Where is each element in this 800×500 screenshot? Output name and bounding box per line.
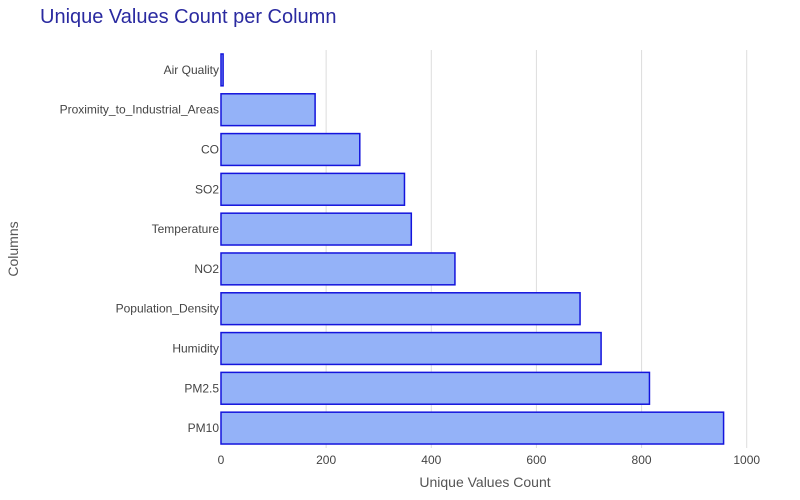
y-tick-label: Humidity	[172, 342, 219, 356]
bar-layer	[220, 53, 725, 445]
x-axis-title: Unique Values Count	[419, 474, 550, 490]
y-tick-label: SO2	[195, 182, 219, 196]
x-tick-label: 1000	[733, 453, 760, 467]
y-tick-label: Air Quality	[164, 63, 219, 77]
y-tick-label: PM10	[188, 421, 220, 435]
bar-pm10	[220, 411, 725, 445]
bar-humidity	[220, 331, 602, 366]
chart-title: Unique Values Count per Column	[40, 6, 337, 28]
x-tick-label: 800	[632, 453, 652, 467]
y-tick-label: NO2	[194, 262, 219, 276]
y-tick-label: PM2.5	[184, 381, 219, 395]
bar-population-density	[220, 292, 581, 326]
bar-pm2-5	[220, 371, 651, 405]
y-tick-label: Population_Density	[116, 302, 219, 316]
bar-air-quality	[220, 53, 224, 87]
x-tick-label: 400	[421, 453, 441, 467]
x-tick-label: 0	[218, 453, 225, 467]
y-axis-title: Columns	[5, 221, 21, 276]
y-tick-label: Temperature	[152, 222, 220, 236]
bar-so2	[220, 172, 406, 206]
bar-no2	[220, 252, 456, 286]
bar-proximity-to-industrial-areas	[220, 93, 316, 127]
y-tick-label: Proximity_to_Industrial_Areas	[60, 103, 219, 117]
x-tick-label: 600	[526, 453, 546, 467]
bar-temperature	[220, 212, 413, 246]
y-tick-layer: Air Quality Proximity_to_Industrial_Areas…	[60, 63, 220, 435]
x-tick-layer: 0 200 400 600 800 1000	[218, 453, 761, 467]
x-tick-label: 200	[316, 453, 336, 467]
y-tick-label: CO	[201, 143, 219, 157]
bar-co	[220, 132, 361, 167]
